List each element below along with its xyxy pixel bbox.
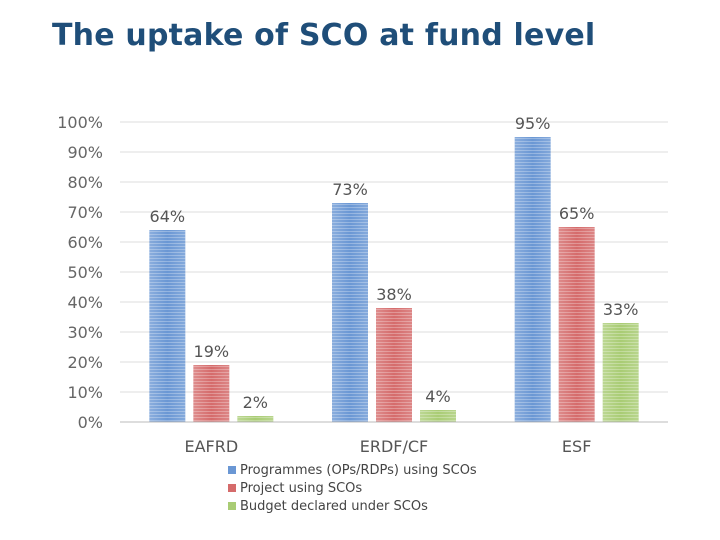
- bar-texture: [420, 410, 456, 422]
- data-label: 73%: [332, 180, 368, 199]
- legend-label: Project using SCOs: [240, 481, 362, 496]
- data-label: 33%: [603, 300, 639, 319]
- bar-texture: [558, 227, 595, 422]
- bar-texture: [514, 137, 551, 422]
- data-label: 19%: [194, 342, 230, 361]
- page-title: The uptake of SCO at fund level: [52, 18, 596, 53]
- data-label: 65%: [559, 204, 595, 223]
- data-label: 95%: [515, 114, 551, 133]
- data-labels: 64% 19% 2% 73% 38% 4% 95% 65% 33%: [150, 114, 639, 412]
- y-tick-label: 60%: [67, 233, 103, 252]
- data-label: 2%: [243, 393, 268, 412]
- bar-texture: [149, 230, 186, 422]
- y-axis: 0% 10% 20% 30% 40% 50% 60% 70% 80% 90% 100%: [57, 113, 103, 432]
- legend-swatch: [228, 484, 236, 492]
- y-tick-label: 70%: [67, 203, 103, 222]
- data-label: 64%: [150, 207, 186, 226]
- x-tick-label: ERDF/CF: [360, 437, 429, 456]
- bar-texture: [193, 365, 230, 422]
- legend-label: Budget declared under SCOs: [240, 499, 428, 514]
- legend-label: Programmes (OPs/RDPs) using SCOs: [240, 463, 477, 478]
- y-tick-label: 80%: [67, 173, 103, 192]
- x-tick-label: ESF: [562, 437, 591, 456]
- y-tick-label: 10%: [67, 383, 103, 402]
- legend-swatch: [228, 466, 236, 474]
- bar-texture: [237, 416, 274, 422]
- y-tick-label: 50%: [67, 263, 103, 282]
- legend: Programmes (OPs/RDPs) using SCOs Project …: [228, 463, 477, 514]
- y-tick-label: 40%: [67, 293, 103, 312]
- y-tick-label: 90%: [67, 143, 103, 162]
- bar-texture: [332, 203, 368, 422]
- y-tick-label: 30%: [67, 323, 103, 342]
- y-tick-label: 100%: [57, 113, 103, 132]
- data-label: 38%: [376, 285, 412, 304]
- bar-texture: [376, 308, 412, 422]
- legend-swatch: [228, 502, 236, 510]
- bar-texture: [602, 323, 639, 422]
- data-label: 4%: [425, 387, 450, 406]
- x-axis: EAFRD ERDF/CF ESF: [120, 421, 668, 456]
- x-tick-label: EAFRD: [184, 437, 238, 456]
- bars: [149, 137, 639, 422]
- y-tick-label: 0%: [78, 413, 103, 432]
- y-tick-label: 20%: [67, 353, 103, 372]
